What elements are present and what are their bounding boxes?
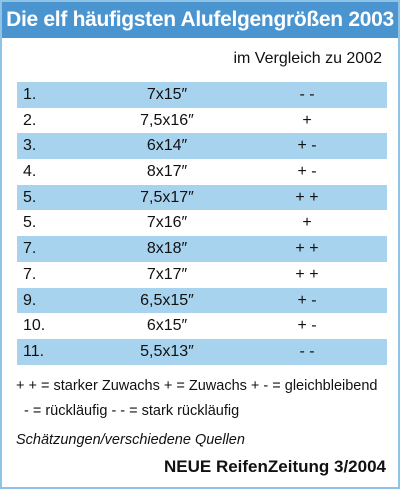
table-row: 1. 7x15″ - - xyxy=(17,82,387,108)
rank: 5. xyxy=(23,214,37,232)
note: Schätzungen/verschiedene Quellen xyxy=(16,432,245,448)
table-row: 4. 8x17″ + - xyxy=(17,159,387,185)
change: - - xyxy=(299,86,315,103)
table-row: 5. 7x16″ + xyxy=(17,210,387,236)
change: + + xyxy=(295,240,319,258)
rank: 3. xyxy=(23,137,37,155)
source: NEUE ReifenZeitung 3/2004 xyxy=(163,457,386,476)
table-row: 10. 6x15″ + - xyxy=(17,313,387,339)
table-row: 7. 7x17″ + + xyxy=(17,262,387,288)
table-row: 2. 7,5x16″ + xyxy=(17,108,387,134)
table-row: 7. 8x18″ + + xyxy=(17,236,387,262)
rank: 7. xyxy=(23,240,37,258)
change: + - xyxy=(297,291,317,309)
size: 6x15″ xyxy=(146,317,188,335)
size: 6,5x15″ xyxy=(140,291,194,309)
change: + + xyxy=(295,265,319,283)
size: 7x15″ xyxy=(146,86,188,103)
change: + - xyxy=(297,137,317,155)
change: + xyxy=(302,214,312,232)
rank: 1. xyxy=(23,86,37,103)
change: - - xyxy=(299,342,315,360)
table: 1. 7x15″ - - 2. 7,5x16″ +3. 6x14″ + - 4. 8x17″ + -… xyxy=(17,82,387,365)
size: 7x16″ xyxy=(146,214,188,232)
rank: 4. xyxy=(23,163,37,181)
subtitle: im Vergleich zu 2002 xyxy=(233,50,382,67)
table-row: 11. 5,5x13″ - - xyxy=(17,338,387,365)
rank: 5. xyxy=(23,188,37,206)
size: 6x14″ xyxy=(146,137,188,155)
change: + - xyxy=(297,317,317,335)
legend-line: - = rückläufig - - = stark rückläufig xyxy=(24,403,240,419)
size: 5,5x13″ xyxy=(140,342,194,360)
change: + + xyxy=(295,188,319,206)
size: 7x17″ xyxy=(146,265,188,283)
change: + - xyxy=(297,163,317,181)
size: 7,5x16″ xyxy=(140,111,194,129)
table-row: 3. 6x14″ + - xyxy=(17,133,387,160)
rank: 7. xyxy=(23,265,37,283)
size: 7,5x17″ xyxy=(140,188,194,206)
table-row: 5. 7,5x17″ + + xyxy=(17,184,387,211)
table-row: 9. 6,5x15″ + - xyxy=(17,287,387,314)
change: + xyxy=(302,111,312,129)
legend-line: + + = starker Zuwachs + = Zuwachs + - = … xyxy=(16,378,378,394)
size: 8x17″ xyxy=(146,163,188,181)
title: Die elf häufigsten Alufelgengrößen 2003 xyxy=(2,2,398,38)
rank: 2. xyxy=(23,111,37,129)
rank: 9. xyxy=(23,291,37,309)
rank: 10. xyxy=(23,317,46,335)
size: 8x18″ xyxy=(146,240,188,258)
rank: 11. xyxy=(23,342,45,360)
